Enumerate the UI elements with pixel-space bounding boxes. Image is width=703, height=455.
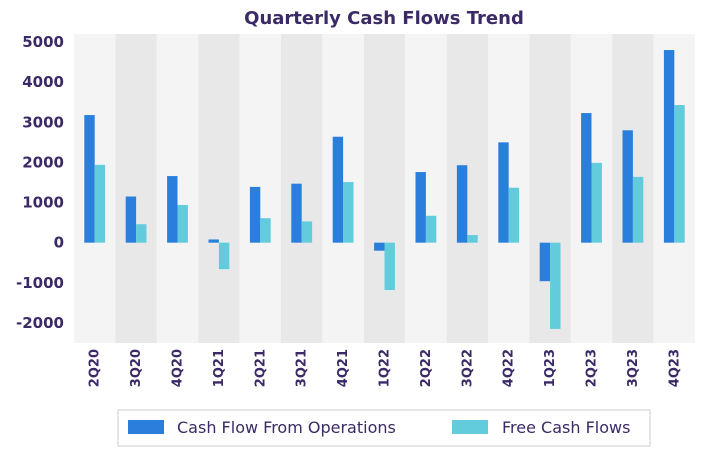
legend-box	[117, 409, 651, 447]
bar-free-cash-flows-1q23	[550, 242, 561, 329]
x-tick-label: 4Q23	[667, 349, 682, 387]
bar-operations-1q23	[539, 242, 551, 282]
y-tick-label: 5000	[22, 33, 64, 51]
bar-operations-3q21	[291, 183, 302, 243]
bar-free-cash-flows-4q21	[343, 182, 354, 243]
bar-operations-4q23	[663, 50, 675, 243]
bar-operations-2q23	[581, 113, 592, 243]
x-tick-label: 4Q20	[171, 349, 186, 387]
x-tick-label: 1Q23	[543, 349, 558, 387]
x-axis-ticks: 2Q20 3Q20 4Q20 1Q21 2Q21 3Q21 4Q21 1Q22 2Q22 3Q22…	[88, 349, 683, 387]
x-tick-label: 2Q23	[585, 349, 600, 387]
category-band-2q22	[405, 34, 447, 343]
bar-free-cash-flows-1q22	[384, 242, 395, 291]
legend-swatch-free-cash-flows	[452, 420, 488, 434]
legend: Cash Flow From Operations Free Cash Flow…	[117, 409, 651, 447]
bar-operations-1q22	[374, 242, 385, 251]
x-tick-label: 2Q22	[419, 349, 434, 387]
bars	[84, 50, 685, 329]
y-tick-label: 0	[54, 234, 64, 252]
bar-free-cash-flows-3q23	[632, 176, 644, 243]
x-tick-label: 3Q23	[626, 349, 641, 387]
bar-free-cash-flows-3q21	[301, 221, 313, 243]
legend-swatch-operations	[128, 420, 164, 434]
x-tick-label: 3Q21	[295, 349, 310, 387]
x-tick-label: 4Q21	[336, 349, 351, 387]
bar-operations-3q22	[456, 165, 468, 243]
x-tick-label: 2Q21	[253, 349, 268, 387]
chart-title: Quarterly Cash Flows Trend	[244, 8, 524, 29]
legend-label-operations: Cash Flow From Operations	[177, 418, 396, 437]
bar-free-cash-flows-4q20	[177, 204, 188, 243]
bar-free-cash-flows-2q20	[94, 164, 106, 243]
y-axis-ticks: -2000 -1000 0 1000 2000 3000 4000 5000	[16, 33, 64, 332]
y-tick-label: -2000	[16, 314, 64, 332]
bar-free-cash-flows-2q21	[260, 218, 271, 243]
bar-free-cash-flows-4q23	[674, 105, 685, 243]
y-tick-label: -1000	[16, 274, 64, 292]
bar-operations-2q20	[84, 115, 95, 243]
bar-free-cash-flows-1q21	[218, 242, 230, 270]
bar-free-cash-flows-4q22	[508, 187, 520, 243]
bar-free-cash-flows-2q23	[591, 162, 602, 243]
bar-operations-4q22	[498, 142, 509, 243]
bar-operations-4q20	[167, 176, 178, 243]
x-tick-label: 1Q22	[378, 349, 393, 387]
category-band-1q22	[363, 34, 406, 343]
x-tick-label: 3Q22	[460, 349, 475, 387]
bar-free-cash-flows-3q22	[467, 235, 478, 243]
bar-operations-2q21	[249, 186, 261, 243]
x-tick-label: 4Q22	[502, 349, 517, 387]
legend-label-free-cash-flows: Free Cash Flows	[502, 418, 630, 437]
x-tick-label: 1Q21	[212, 349, 227, 387]
bar-operations-2q22	[415, 172, 426, 243]
category-band-3q20	[115, 34, 157, 343]
y-tick-label: 1000	[22, 194, 64, 212]
bar-operations-1q21	[208, 239, 219, 243]
bar-free-cash-flows-2q22	[425, 215, 437, 243]
y-tick-label: 4000	[22, 73, 64, 91]
bar-operations-3q23	[622, 130, 633, 243]
x-tick-label: 3Q20	[129, 349, 144, 387]
y-tick-label: 2000	[22, 153, 64, 171]
bar-free-cash-flows-3q20	[136, 224, 147, 243]
category-band-1q21	[198, 34, 240, 343]
x-tick-label: 2Q20	[88, 349, 103, 387]
category-band-3q21	[281, 34, 323, 343]
bar-operations-3q20	[125, 196, 137, 243]
y-tick-label: 3000	[22, 113, 64, 131]
bar-operations-4q21	[332, 136, 344, 243]
